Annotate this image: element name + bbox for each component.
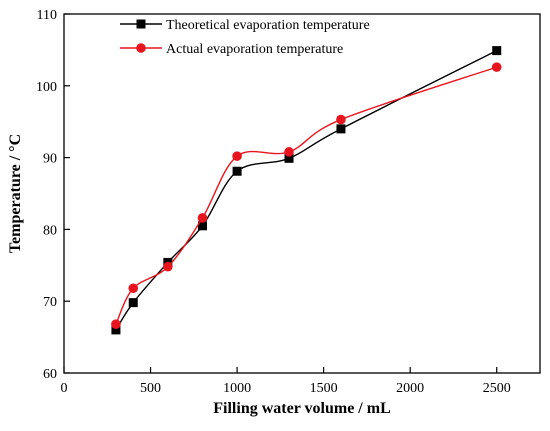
data-point-theoretical	[232, 166, 242, 176]
y-tick-label: 90	[43, 152, 57, 167]
data-point-actual	[128, 283, 139, 294]
y-tick-label: 110	[37, 8, 57, 23]
x-tick-label: 1500	[310, 381, 338, 396]
data-point-actual	[232, 151, 242, 161]
axis-ticks: 0 500 1000 1500 2000 2500 60 70 80 90 100 110	[36, 8, 511, 396]
data-point-theoretical	[111, 325, 121, 335]
data-point-theoretical	[492, 46, 502, 56]
data-point-theoretical	[197, 221, 207, 231]
data-point-actual	[197, 213, 208, 223]
x-tick-label: 1000	[223, 381, 251, 396]
data-point-actual	[336, 114, 346, 125]
x-tick-label: 500	[140, 381, 161, 396]
series-line-theoretical	[115, 49, 498, 331]
series-actual	[111, 62, 502, 329]
plot-frame	[63, 13, 541, 374]
data-point-theoretical	[336, 124, 346, 134]
series-theoretical	[111, 46, 502, 335]
legend: Theoretical evaporation temperature Actu…	[120, 18, 370, 57]
y-tick-label: 60	[43, 367, 57, 382]
data-point-actual	[111, 319, 121, 329]
x-tick-label: 0	[61, 381, 68, 396]
legend-marker-actual	[136, 43, 146, 53]
series-layer	[111, 46, 502, 335]
data-point-actual	[491, 62, 502, 72]
y-tick-label: 70	[43, 295, 57, 310]
x-tick-label: 2500	[483, 381, 511, 396]
x-tick-label: 2000	[396, 381, 424, 396]
data-point-actual	[163, 261, 173, 272]
data-point-theoretical	[284, 153, 294, 163]
y-axis-title: Temperature / °C	[7, 134, 24, 253]
x-axis-title: Filling water volume / mL	[213, 400, 390, 417]
legend-label-actual: Actual evaporation temperature	[166, 42, 343, 57]
data-point-actual	[284, 147, 294, 157]
y-tick-label: 100	[36, 80, 57, 95]
legend-label-theoretical: Theoretical evaporation temperature	[166, 18, 370, 33]
y-tick-label: 80	[43, 223, 57, 238]
data-point-theoretical	[128, 298, 138, 308]
series-line-actual	[115, 66, 497, 325]
legend-marker-theoretical	[136, 19, 146, 29]
